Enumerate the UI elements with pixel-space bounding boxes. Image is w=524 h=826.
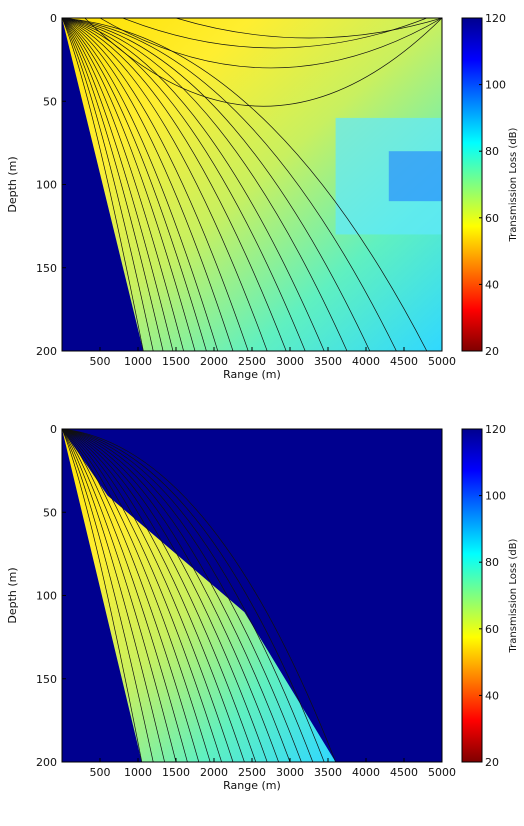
ray-path <box>62 18 219 351</box>
colorbar-tick-label: 120 <box>485 12 506 25</box>
colorbar-tick-label: 120 <box>485 423 506 436</box>
x-tick-label: 3000 <box>276 766 304 779</box>
x-tick-label: 500 <box>90 355 111 368</box>
high-loss-core <box>388 151 442 202</box>
ray-path <box>62 429 188 762</box>
x-tick-label: 1500 <box>162 766 190 779</box>
ray-path <box>62 429 234 762</box>
ray-path <box>62 18 306 351</box>
x-tick-label: 2000 <box>200 355 228 368</box>
insonified-field <box>62 18 442 351</box>
colorbar <box>461 428 483 763</box>
ray-path <box>62 18 249 351</box>
colorbar-tick-label: 80 <box>485 145 499 158</box>
ray-surface-arc <box>84 18 442 107</box>
plot-area <box>62 429 442 762</box>
ray-path <box>62 429 222 762</box>
colorbar-tick-label: 80 <box>485 556 499 569</box>
ray-path <box>62 18 397 351</box>
chart-bottom: 500 1000 1500 2000 2500 3000 3500 4000 4500 5000 0… <box>6 423 519 792</box>
ray-path <box>62 429 325 762</box>
ray-path <box>62 18 184 351</box>
x-tick-label: 1500 <box>162 355 190 368</box>
ray-path <box>62 18 174 351</box>
y-tick-label: 0 <box>50 12 57 25</box>
x-tick-label: 3500 <box>314 355 342 368</box>
colorbar-label: Transmission Loss (dB) <box>508 538 519 653</box>
x-tick-label: 4000 <box>352 355 380 368</box>
colorbar-tick-label: 60 <box>485 623 499 636</box>
y-tick-label: 100 <box>36 179 57 192</box>
ray-path <box>62 18 196 351</box>
y-tick-label: 50 <box>43 506 57 519</box>
colorbar-tick-label: 20 <box>485 345 499 358</box>
x-axis-label: Range (m) <box>223 779 281 792</box>
ray-path <box>62 429 177 762</box>
chart-top: 500 1000 1500 2000 2500 3000 3500 4000 4500 5000 0… <box>6 12 519 381</box>
y-tick-label: 50 <box>43 95 57 108</box>
x-tick-label: 4500 <box>390 355 418 368</box>
colorbar-tick-label: 100 <box>485 490 506 503</box>
y-axis-label: Depth (m) <box>6 156 19 212</box>
ray-path <box>62 429 279 762</box>
ray-path <box>62 429 245 762</box>
x-tick-label: 4000 <box>352 766 380 779</box>
ray-path <box>62 429 314 762</box>
colorbar-tick-label: 100 <box>485 79 506 92</box>
ray-path <box>62 429 165 762</box>
ray-path <box>62 18 154 351</box>
y-tick-label: 200 <box>36 756 57 769</box>
ray-path <box>62 18 164 351</box>
colorbar <box>461 17 483 352</box>
ray-path <box>62 18 287 351</box>
ray-path <box>62 429 302 762</box>
x-tick-label: 2500 <box>238 766 266 779</box>
ray-path <box>62 429 268 762</box>
ray-path <box>62 18 234 351</box>
ray-path <box>62 18 207 351</box>
colorbar-tick-label: 60 <box>485 212 499 225</box>
colorbar-tick-label: 40 <box>485 278 499 291</box>
y-tick-label: 100 <box>36 590 57 603</box>
ray-path <box>62 429 336 762</box>
ray-path <box>62 18 371 351</box>
ray-surface-arc <box>175 18 442 39</box>
x-tick-label: 4500 <box>390 766 418 779</box>
ray-path <box>62 429 291 762</box>
ray-path <box>62 429 211 762</box>
ray-path <box>62 18 348 351</box>
x-tick-label: 5000 <box>428 766 456 779</box>
y-tick-label: 150 <box>36 262 57 275</box>
x-tick-label: 2500 <box>238 355 266 368</box>
x-tick-label: 1000 <box>124 766 152 779</box>
colorbar-tick-label: 20 <box>485 756 499 769</box>
ray-path <box>62 429 200 762</box>
ray-path <box>62 18 144 351</box>
ray-path <box>62 429 154 762</box>
ray-surface-arc <box>99 18 442 69</box>
x-tick-label: 3500 <box>314 766 342 779</box>
chart-panel-bottom: 500 1000 1500 2000 2500 3000 3500 4000 4500 5000 0… <box>0 411 524 822</box>
x-tick-label: 500 <box>90 766 111 779</box>
ray-surface-arc <box>122 18 427 49</box>
x-tick-label: 5000 <box>428 355 456 368</box>
colorbar-label: Transmission Loss (dB) <box>508 127 519 242</box>
ray-path <box>62 18 428 351</box>
y-tick-label: 0 <box>50 423 57 436</box>
colorbar-tick-label: 40 <box>485 689 499 702</box>
chart-panel-top: 500 1000 1500 2000 2500 3000 3500 4000 4500 5000 0… <box>0 0 524 411</box>
ray-path <box>62 429 143 762</box>
ray-path <box>62 18 268 351</box>
y-tick-label: 200 <box>36 345 57 358</box>
y-tick-label: 150 <box>36 673 57 686</box>
y-axis-label: Depth (m) <box>6 567 19 623</box>
x-tick-label: 1000 <box>124 355 152 368</box>
x-tick-label: 3000 <box>276 355 304 368</box>
x-axis-label: Range (m) <box>223 368 281 381</box>
plot-area <box>62 18 442 351</box>
ray-path <box>62 429 257 762</box>
x-tick-label: 2000 <box>200 766 228 779</box>
